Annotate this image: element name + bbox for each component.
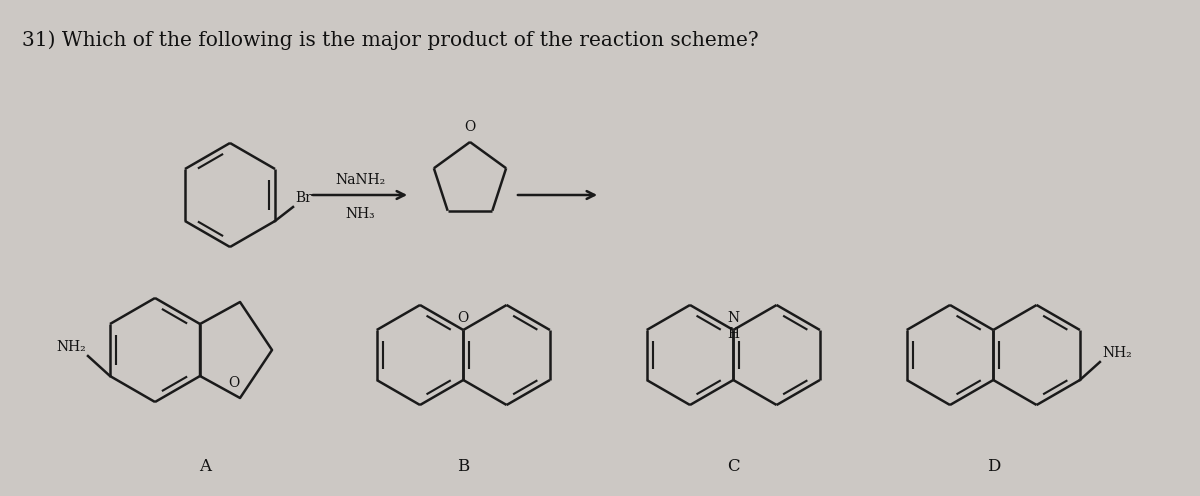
Text: O: O xyxy=(228,376,240,390)
Text: 31) Which of the following is the major product of the reaction scheme?: 31) Which of the following is the major … xyxy=(22,30,758,50)
Text: C: C xyxy=(727,458,739,475)
Text: N: N xyxy=(727,311,739,325)
Text: A: A xyxy=(199,458,211,475)
Text: NH₂: NH₂ xyxy=(1102,346,1132,360)
Text: B: B xyxy=(457,458,469,475)
Text: NaNH₂: NaNH₂ xyxy=(335,173,385,187)
Text: O: O xyxy=(457,311,469,325)
Text: D: D xyxy=(986,458,1000,475)
Text: NH₂: NH₂ xyxy=(56,340,86,354)
Text: O: O xyxy=(464,120,475,134)
Text: NH₃: NH₃ xyxy=(346,207,374,221)
Text: Br: Br xyxy=(295,191,312,205)
Text: H: H xyxy=(727,327,739,341)
